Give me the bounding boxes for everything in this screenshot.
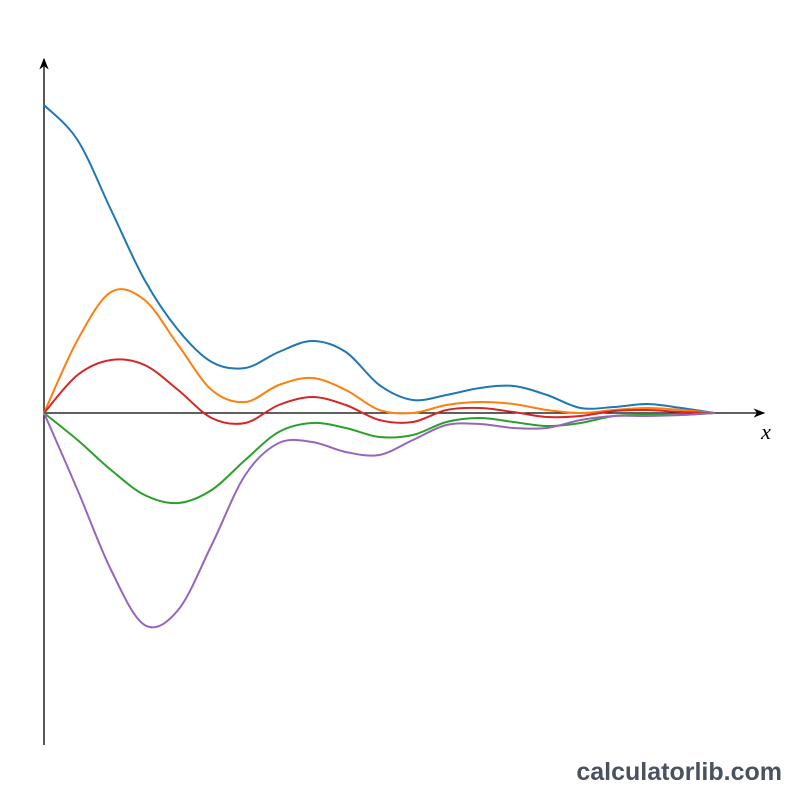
x-axis-label: x <box>760 419 771 444</box>
line-series <box>43 358 715 425</box>
line-series <box>43 104 715 414</box>
line-series <box>43 412 715 629</box>
line-series <box>43 412 715 505</box>
watermark: calculatorlib.com <box>576 758 782 786</box>
line-series <box>43 288 715 415</box>
